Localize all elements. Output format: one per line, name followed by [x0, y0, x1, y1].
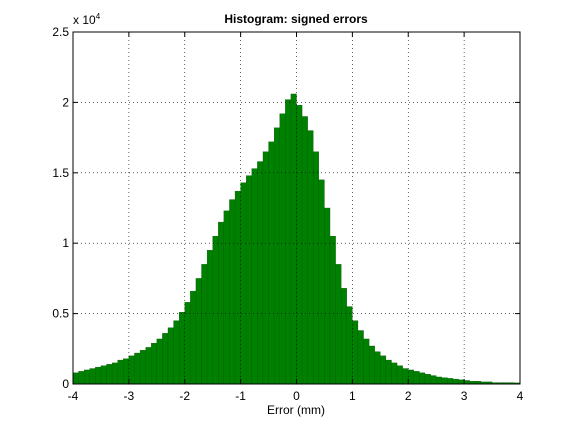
bar	[447, 378, 454, 385]
plot-frame	[72, 31, 521, 385]
y-tick-label: 1.5	[52, 166, 69, 180]
x-tick-label: 0	[293, 389, 300, 403]
bar	[324, 207, 331, 385]
bar	[396, 365, 403, 385]
bar	[218, 221, 225, 385]
bar	[363, 338, 370, 385]
y-scale-base: x 10	[73, 13, 96, 27]
bar	[290, 93, 297, 385]
y-tick-label: 1	[62, 236, 69, 250]
bar	[251, 168, 258, 385]
bar	[123, 358, 130, 385]
bar	[162, 333, 169, 385]
bar	[413, 371, 420, 385]
bar	[201, 264, 208, 385]
bar	[240, 182, 247, 385]
bar	[100, 365, 107, 385]
bar	[78, 371, 85, 385]
bar	[246, 175, 252, 385]
bar	[285, 99, 292, 385]
bar	[436, 376, 442, 385]
bar	[424, 373, 431, 385]
bar	[463, 380, 470, 385]
bar	[408, 369, 414, 385]
x-tick-label: -3	[124, 389, 135, 403]
y-tick-label: 2.5	[52, 25, 69, 39]
bar	[458, 379, 465, 385]
bar	[72, 372, 79, 385]
bar	[307, 130, 314, 385]
bar	[195, 278, 202, 385]
bar	[206, 250, 213, 385]
bar	[357, 330, 364, 385]
bar	[128, 355, 135, 385]
y-scale-exponent: 4	[96, 12, 101, 21]
chart-title: Histogram: signed errors	[224, 12, 368, 26]
bar	[89, 368, 96, 385]
x-tick-label: 3	[461, 389, 468, 403]
bar	[179, 312, 185, 385]
bar	[184, 302, 191, 385]
x-axis-label: Error (mm)	[267, 403, 325, 417]
bar	[167, 327, 174, 385]
bar	[145, 347, 152, 385]
bar	[402, 368, 409, 385]
bar	[134, 352, 141, 385]
bar	[341, 288, 347, 385]
y-tick-label: 2	[62, 95, 69, 109]
bar	[391, 362, 398, 385]
bar	[296, 105, 303, 385]
bar	[374, 351, 381, 385]
bar	[301, 116, 308, 385]
x-tick-label: 1	[349, 389, 356, 403]
bar	[318, 179, 325, 385]
bar	[117, 359, 124, 385]
y-scale-label: x 104	[73, 12, 101, 27]
bar	[279, 113, 286, 385]
bar	[262, 151, 269, 385]
x-tick-label: -4	[68, 389, 79, 403]
bar	[223, 210, 230, 385]
bar	[346, 306, 353, 385]
bar	[329, 236, 336, 385]
bar	[111, 362, 118, 385]
bar	[190, 290, 197, 385]
bar	[212, 236, 219, 385]
y-tick-label: 0	[62, 377, 69, 391]
x-tick-label: -2	[179, 389, 190, 403]
bar	[156, 338, 163, 385]
bar	[151, 343, 157, 385]
bar	[313, 151, 320, 385]
bar	[95, 366, 102, 385]
bar	[335, 264, 342, 385]
bar	[368, 345, 375, 385]
bar	[452, 378, 459, 385]
bar	[234, 190, 241, 385]
bar	[84, 369, 90, 385]
bar	[229, 199, 236, 385]
bar	[106, 364, 113, 385]
bar	[419, 372, 426, 385]
bar	[268, 141, 275, 385]
bar	[441, 377, 448, 385]
x-tick-label: 2	[405, 389, 412, 403]
x-tick-label: 4	[517, 389, 524, 403]
bar	[273, 127, 280, 385]
bar	[380, 355, 387, 385]
bar	[352, 320, 359, 385]
bar	[257, 161, 264, 385]
bar	[139, 350, 146, 385]
bar	[385, 359, 392, 385]
bar	[173, 320, 180, 385]
y-tick-label: 0.5	[52, 307, 69, 321]
x-tick-label: -1	[235, 389, 246, 403]
bar	[430, 375, 437, 385]
